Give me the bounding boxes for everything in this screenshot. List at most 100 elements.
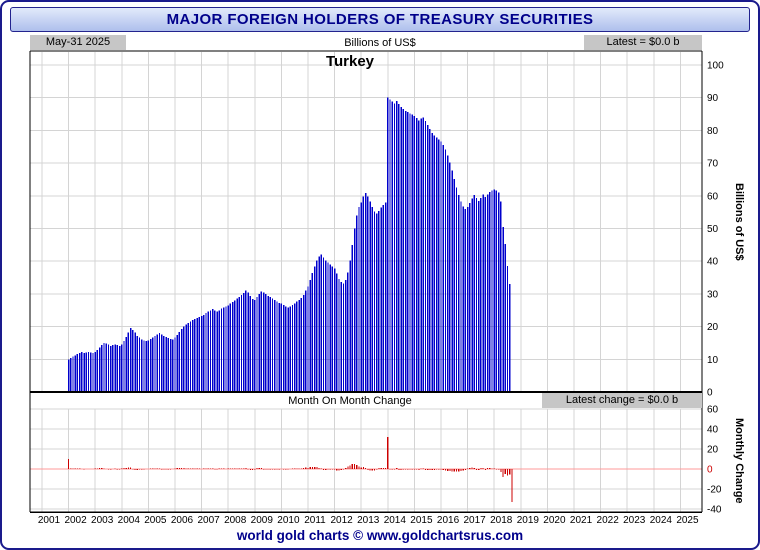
holdings-bar <box>364 193 367 392</box>
change-bar <box>229 468 232 469</box>
holdings-bar <box>207 311 209 392</box>
change-bar <box>325 469 327 470</box>
holdings-bar <box>234 300 236 392</box>
holdings-bar <box>309 280 311 392</box>
change-bar <box>314 467 316 469</box>
holdings-bar <box>152 337 154 392</box>
holdings-bar <box>311 272 314 392</box>
holdings-bar <box>112 345 114 392</box>
holdings-bar <box>427 125 429 392</box>
change-bar <box>458 469 460 472</box>
holdings-bar <box>154 335 156 392</box>
holdings-bar <box>482 194 484 392</box>
change-bar <box>99 468 101 469</box>
holdings-bar <box>143 340 145 392</box>
holdings-bar <box>172 339 174 392</box>
change-bar <box>462 469 464 471</box>
change-bar <box>349 465 351 469</box>
holdings-bar <box>313 266 316 392</box>
holdings-bar <box>418 120 420 392</box>
y-tick-main: 80 <box>707 126 719 137</box>
holdings-bar <box>429 129 431 392</box>
y-tick-main: 40 <box>707 257 719 268</box>
holdings-bar <box>382 204 385 392</box>
change-bar <box>258 468 260 469</box>
holdings-bar <box>389 99 391 393</box>
holdings-bar <box>420 118 422 393</box>
x-tick-year: 2011 <box>304 515 326 526</box>
y-tick-lower: -20 <box>707 485 722 496</box>
holdings-bar <box>163 336 165 392</box>
change-bar <box>453 469 455 472</box>
x-tick-year: 2005 <box>144 515 167 526</box>
change-bar <box>302 468 305 469</box>
holdings-bar <box>218 310 221 392</box>
holdings-bar <box>249 295 252 392</box>
holdings-bar <box>67 359 70 392</box>
change-bar <box>400 469 402 470</box>
holdings-bar <box>475 197 478 392</box>
holdings-bar <box>225 306 227 392</box>
holdings-bar <box>296 301 298 392</box>
holdings-bar <box>200 316 203 392</box>
y-tick-main: 70 <box>707 159 719 170</box>
holdings-bar <box>271 298 274 392</box>
holdings-bar <box>329 264 331 392</box>
holdings-bar <box>101 344 103 392</box>
holdings-bar <box>260 291 263 392</box>
change-bar <box>362 467 365 469</box>
change-bar <box>484 469 486 470</box>
holdings-bar <box>384 202 387 392</box>
holdings-bar <box>305 290 307 392</box>
holdings-bar <box>267 295 269 392</box>
change-bar <box>387 437 389 469</box>
holdings-bar <box>256 297 258 392</box>
holdings-bar <box>251 298 254 392</box>
change-bar <box>309 467 311 469</box>
holdings-bar <box>158 333 161 392</box>
change-bar <box>447 469 449 471</box>
holdings-bar <box>449 162 451 392</box>
change-bar <box>391 469 393 470</box>
change-bar <box>138 469 141 470</box>
holdings-bar <box>192 320 194 392</box>
holdings-bar <box>325 260 327 392</box>
holdings-bar <box>402 108 405 393</box>
change-bar <box>460 469 462 471</box>
x-tick-year: 2010 <box>277 515 300 526</box>
change-bar <box>329 469 331 470</box>
y-tick-main: 50 <box>707 224 719 235</box>
change-bar <box>416 469 418 470</box>
change-bar <box>176 468 178 469</box>
change-bar <box>500 469 502 472</box>
holdings-bar <box>183 326 185 392</box>
holdings-bar <box>480 197 482 392</box>
change-bar <box>509 469 511 475</box>
change-bar <box>376 469 378 470</box>
holdings-bar <box>458 195 460 392</box>
holdings-bar <box>491 190 493 392</box>
holdings-bar <box>509 284 511 392</box>
holdings-bar <box>316 260 318 392</box>
change-bar <box>469 467 471 469</box>
change-bar <box>340 469 342 470</box>
holdings-bar <box>165 337 167 392</box>
holdings-bar <box>70 357 72 392</box>
change-bar <box>358 466 360 469</box>
holdings-bar <box>238 296 240 392</box>
holdings-bar <box>387 97 389 392</box>
change-bar <box>433 469 435 470</box>
change-bar <box>424 469 427 471</box>
holdings-bar <box>351 244 354 392</box>
change-bar <box>398 469 400 470</box>
x-tick-year: 2006 <box>171 515 194 526</box>
holdings-bar <box>147 340 150 392</box>
holdings-bar <box>125 337 127 392</box>
holdings-bar <box>371 206 373 392</box>
holdings-bar <box>262 292 265 392</box>
change-bar <box>127 467 130 469</box>
holdings-bar <box>178 332 181 392</box>
change-bar <box>178 468 181 469</box>
change-bar <box>298 468 300 469</box>
holdings-bar <box>493 189 495 392</box>
